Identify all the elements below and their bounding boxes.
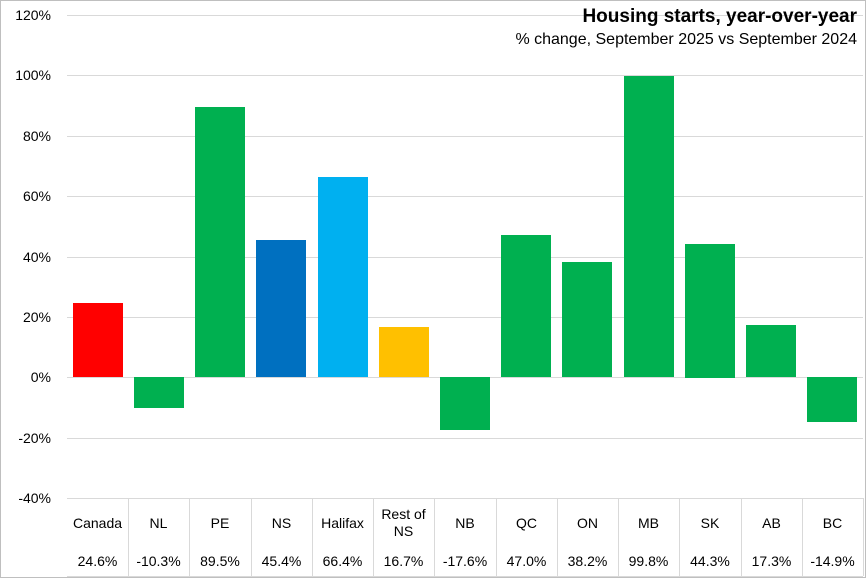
value-label-sk: 44.3% bbox=[690, 553, 730, 569]
table-separator bbox=[251, 498, 252, 576]
bar-nl bbox=[134, 377, 184, 408]
chart-header: Housing starts, year-over-year % change,… bbox=[515, 5, 857, 51]
category-label-ab: AB bbox=[762, 514, 781, 531]
gridline-40% bbox=[67, 257, 863, 258]
bar-sk bbox=[685, 244, 735, 378]
chart-title: Housing starts, year-over-year bbox=[582, 6, 857, 27]
value-label-mb: 99.8% bbox=[628, 553, 669, 569]
category-label-qc: QC bbox=[516, 514, 537, 531]
value-label-canada: 24.6% bbox=[77, 553, 118, 569]
bar-mb bbox=[624, 76, 674, 377]
bar-nb bbox=[440, 377, 490, 430]
table-separator bbox=[434, 498, 435, 576]
category-label-on: ON bbox=[577, 514, 598, 531]
table-separator bbox=[128, 498, 129, 576]
value-label-nl: -10.3% bbox=[136, 553, 181, 569]
table-separator bbox=[618, 498, 619, 576]
value-label-pe: 89.5% bbox=[200, 553, 240, 569]
category-label-canada: Canada bbox=[72, 514, 123, 531]
value-label-rest-of-ns: 16.7% bbox=[383, 553, 424, 569]
bar-canada bbox=[73, 303, 123, 377]
category-label-halifax: Halifax bbox=[321, 514, 364, 531]
y-axis-label-40%: 40% bbox=[22, 249, 51, 265]
gridline-60% bbox=[67, 196, 863, 197]
table-separator bbox=[741, 498, 742, 576]
y-axis-label-120%: 120% bbox=[15, 7, 51, 23]
value-label-on: 38.2% bbox=[567, 553, 608, 569]
bar-bc bbox=[807, 377, 857, 422]
y-axis-label-100%: 100% bbox=[15, 67, 51, 83]
bar-rest-of-ns bbox=[379, 327, 429, 377]
y-axis-label--40%: -40% bbox=[18, 490, 51, 506]
table-separator bbox=[679, 498, 680, 576]
bar-ab bbox=[746, 325, 796, 377]
category-label-rest-of-ns: Rest of NS bbox=[381, 506, 426, 539]
category-label-ns: NS bbox=[271, 514, 292, 531]
category-label-bc: BC bbox=[822, 514, 843, 531]
bar-on bbox=[562, 262, 612, 377]
table-separator bbox=[496, 498, 497, 576]
table-separator bbox=[863, 498, 864, 576]
y-axis-label-80%: 80% bbox=[22, 128, 51, 144]
value-label-ns: 45.4% bbox=[261, 553, 302, 569]
table-separator bbox=[373, 498, 374, 576]
bar-pe bbox=[195, 107, 245, 377]
category-label-mb: MB bbox=[638, 514, 659, 531]
table-bottom-border bbox=[67, 576, 863, 577]
category-label-nl: NL bbox=[149, 514, 168, 531]
category-label-nb: NB bbox=[455, 514, 475, 531]
table-separator bbox=[312, 498, 313, 576]
table-separator bbox=[557, 498, 558, 576]
y-axis-label-20%: 20% bbox=[22, 309, 51, 325]
y-axis-label--20%: -20% bbox=[18, 430, 51, 446]
y-axis-label-0%: 0% bbox=[30, 369, 51, 385]
gridline-100% bbox=[67, 75, 863, 76]
gridline--20% bbox=[67, 438, 863, 439]
gridline--40% bbox=[67, 498, 863, 499]
bar-ns bbox=[256, 240, 306, 377]
category-label-sk: SK bbox=[700, 514, 720, 531]
y-axis-label-60%: 60% bbox=[22, 188, 51, 204]
chart-subtitle: % change, September 2025 vs September 20… bbox=[515, 31, 857, 48]
gridline-20% bbox=[67, 317, 863, 318]
gridline-120% bbox=[67, 15, 863, 16]
table-separator bbox=[802, 498, 803, 576]
gridline-80% bbox=[67, 136, 863, 137]
bar-halifax bbox=[318, 177, 368, 377]
value-label-nb: -17.6% bbox=[442, 553, 488, 569]
value-label-bc: -14.9% bbox=[810, 553, 855, 569]
value-label-halifax: 66.4% bbox=[322, 553, 363, 569]
bar-qc bbox=[501, 235, 551, 377]
value-label-qc: 47.0% bbox=[506, 553, 547, 569]
value-label-ab: 17.3% bbox=[751, 553, 792, 569]
category-label-pe: PE bbox=[210, 514, 230, 531]
table-separator bbox=[189, 498, 190, 576]
